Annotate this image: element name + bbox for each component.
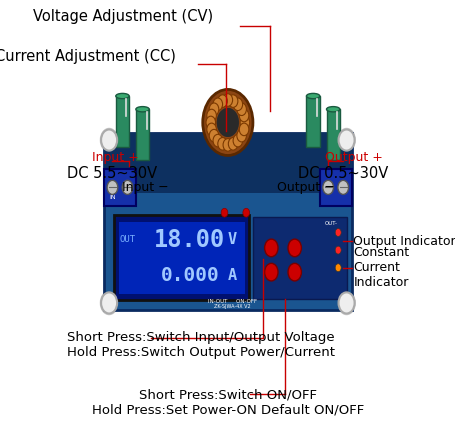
Circle shape bbox=[233, 134, 243, 147]
FancyBboxPatch shape bbox=[253, 217, 347, 299]
Circle shape bbox=[209, 129, 219, 142]
FancyBboxPatch shape bbox=[136, 109, 149, 160]
Circle shape bbox=[122, 180, 133, 194]
Text: Short Press:Switch Input/Output Voltage
Hold Press:Switch Output Power/Current: Short Press:Switch Input/Output Voltage … bbox=[67, 331, 335, 359]
Circle shape bbox=[243, 208, 250, 217]
Circle shape bbox=[237, 129, 247, 142]
Ellipse shape bbox=[327, 107, 340, 112]
Ellipse shape bbox=[116, 93, 129, 99]
Text: A: A bbox=[228, 268, 237, 283]
Text: Output Indicator: Output Indicator bbox=[353, 235, 455, 248]
Circle shape bbox=[101, 129, 117, 151]
Text: Constant
Current
Indicator: Constant Current Indicator bbox=[353, 246, 410, 289]
Circle shape bbox=[339, 129, 354, 151]
Circle shape bbox=[221, 208, 228, 217]
Ellipse shape bbox=[306, 93, 320, 99]
Circle shape bbox=[217, 108, 239, 137]
FancyBboxPatch shape bbox=[116, 96, 129, 147]
Circle shape bbox=[217, 108, 239, 137]
Circle shape bbox=[206, 116, 216, 129]
FancyBboxPatch shape bbox=[119, 222, 244, 294]
Circle shape bbox=[337, 128, 356, 152]
Text: V: V bbox=[228, 233, 237, 247]
Text: OUT: OUT bbox=[119, 235, 136, 244]
Text: Short Press:Switch ON/OFF
Hold Press:Set Power-ON Default ON/OFF: Short Press:Switch ON/OFF Hold Press:Set… bbox=[92, 389, 364, 417]
Circle shape bbox=[207, 123, 217, 136]
Text: 18.00: 18.00 bbox=[154, 228, 225, 252]
FancyBboxPatch shape bbox=[320, 169, 352, 206]
Circle shape bbox=[223, 94, 233, 106]
Bar bbox=[154, 133, 301, 195]
Circle shape bbox=[209, 103, 219, 116]
Circle shape bbox=[335, 264, 341, 272]
Text: Output −: Output − bbox=[277, 181, 335, 194]
Circle shape bbox=[265, 263, 278, 281]
Circle shape bbox=[335, 229, 341, 237]
Circle shape bbox=[288, 239, 301, 256]
Circle shape bbox=[100, 128, 118, 152]
Circle shape bbox=[323, 180, 334, 194]
Text: IN: IN bbox=[109, 195, 116, 200]
Circle shape bbox=[213, 134, 222, 147]
Ellipse shape bbox=[136, 107, 149, 112]
Text: Input +: Input + bbox=[92, 151, 139, 164]
Circle shape bbox=[218, 137, 228, 150]
Circle shape bbox=[288, 263, 301, 281]
Circle shape bbox=[228, 137, 238, 150]
Circle shape bbox=[218, 95, 228, 107]
Circle shape bbox=[335, 246, 341, 254]
Circle shape bbox=[213, 98, 222, 111]
Bar bbox=[104, 133, 352, 193]
Circle shape bbox=[203, 89, 253, 155]
FancyBboxPatch shape bbox=[306, 96, 320, 147]
FancyBboxPatch shape bbox=[104, 133, 352, 310]
Text: ZK-SJWA-4X V2: ZK-SJWA-4X V2 bbox=[214, 304, 251, 309]
Circle shape bbox=[337, 291, 356, 315]
Circle shape bbox=[101, 292, 117, 314]
Text: DC 0.5~30V: DC 0.5~30V bbox=[298, 167, 389, 182]
Circle shape bbox=[233, 98, 243, 111]
FancyBboxPatch shape bbox=[327, 109, 340, 160]
Circle shape bbox=[207, 109, 217, 122]
Text: Voltage Adjustment (CV): Voltage Adjustment (CV) bbox=[33, 9, 213, 24]
Circle shape bbox=[228, 95, 238, 107]
Circle shape bbox=[265, 239, 278, 256]
Text: Current Adjustment (CC): Current Adjustment (CC) bbox=[0, 49, 176, 64]
Circle shape bbox=[100, 291, 118, 315]
Circle shape bbox=[223, 139, 233, 151]
Circle shape bbox=[107, 180, 118, 194]
Circle shape bbox=[240, 116, 250, 129]
FancyBboxPatch shape bbox=[115, 215, 249, 300]
FancyBboxPatch shape bbox=[104, 169, 136, 206]
Text: OUT-: OUT- bbox=[325, 221, 338, 226]
Circle shape bbox=[239, 109, 249, 122]
Circle shape bbox=[239, 123, 249, 136]
Text: Output +: Output + bbox=[325, 151, 383, 164]
Text: IN-OUT     ON-OFF: IN-OUT ON-OFF bbox=[208, 299, 258, 304]
Text: DC 5.5~30V: DC 5.5~30V bbox=[67, 167, 157, 182]
Circle shape bbox=[237, 103, 247, 116]
Circle shape bbox=[339, 292, 354, 314]
Text: Input −: Input − bbox=[122, 181, 169, 194]
Circle shape bbox=[338, 180, 349, 194]
Text: 0.000: 0.000 bbox=[161, 266, 219, 285]
